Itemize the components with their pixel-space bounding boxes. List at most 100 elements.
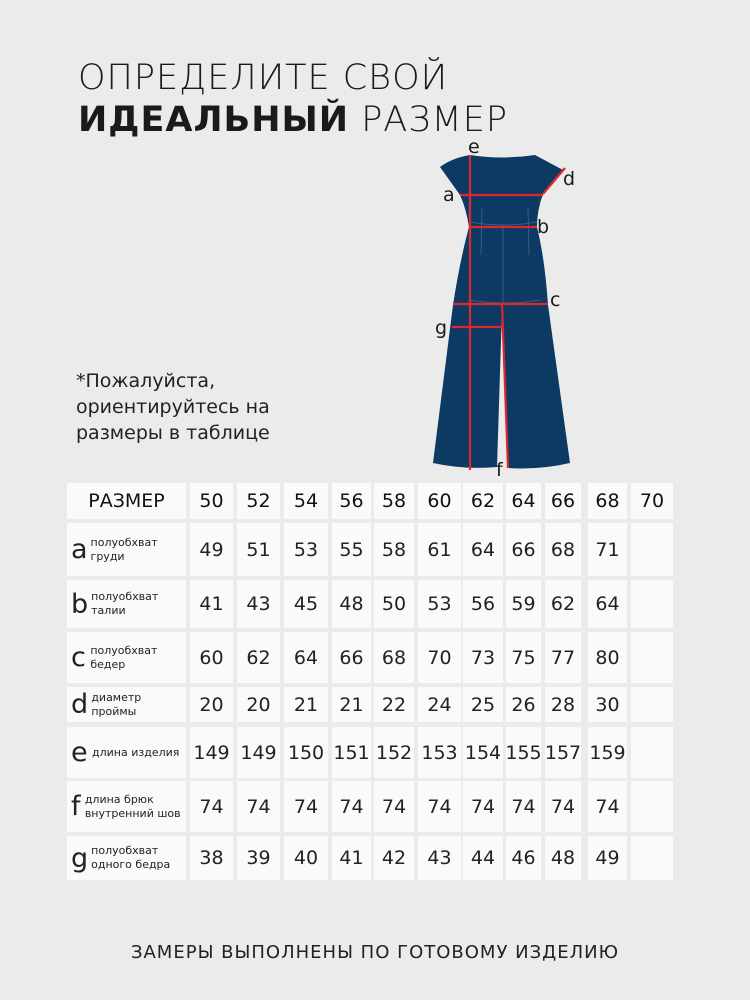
title-rest: РАЗМЕР	[361, 100, 508, 140]
measure-description: полуобхват одного бедра	[91, 844, 171, 871]
table-cell: 49	[588, 836, 627, 880]
table-cell: 64	[588, 580, 627, 628]
table-cell: 64	[463, 523, 503, 576]
table-cell: 20	[190, 687, 233, 722]
table-cell: 61	[418, 523, 461, 576]
measure-letter: d	[71, 689, 89, 720]
table-cell: 24	[418, 687, 461, 722]
table-cell: 62	[237, 632, 280, 683]
table-cell: 56	[463, 580, 503, 628]
measure-description: полуобхват бедер	[90, 643, 158, 671]
header-size: 52	[237, 483, 280, 519]
table-cell: 74	[190, 781, 233, 832]
table-cell: 30	[588, 687, 627, 722]
table-cell: 43	[237, 580, 280, 628]
table-cell: 41	[190, 580, 233, 628]
table-cell: 53	[418, 580, 461, 628]
table-cell: 60	[190, 632, 233, 683]
seam-lines	[469, 207, 541, 305]
row-label-e: e длина изделия	[67, 727, 186, 778]
table-cell: 70	[418, 632, 461, 683]
title-line-2: ИДЕАЛЬНЫЙ РАЗМЕР	[78, 100, 508, 140]
table-cell: 75	[506, 632, 541, 683]
label-b: b	[537, 216, 549, 238]
table-cell: 155	[505, 727, 542, 778]
table-cell	[631, 781, 673, 832]
measure-f	[500, 303, 510, 469]
table-cell: 58	[374, 523, 414, 576]
table-cell: 50	[374, 580, 414, 628]
row-label-d: d диаметр проймы	[67, 687, 186, 722]
table-cell	[631, 580, 673, 628]
header-size: 54	[284, 483, 328, 519]
table-cell: 51	[237, 523, 280, 576]
table-cell: 66	[506, 523, 541, 576]
table-cell: 74	[588, 781, 627, 832]
table-cell	[631, 836, 673, 880]
title-line-1: ОПРЕДЕЛИТЕ СВОЙ	[78, 58, 449, 98]
table-cell: 74	[374, 781, 414, 832]
table-cell: 154	[463, 727, 503, 778]
measure-letter: b	[71, 588, 89, 620]
table-cell: 80	[588, 632, 627, 683]
table-cell: 41	[332, 836, 371, 880]
title-bold: ИДЕАЛЬНЫЙ	[78, 100, 350, 140]
table-cell: 39	[237, 836, 280, 880]
table-cell: 150	[284, 727, 328, 778]
table-cell	[631, 632, 673, 683]
table-cell: 21	[332, 687, 371, 722]
table-cell: 73	[463, 632, 503, 683]
table-cell: 48	[545, 836, 581, 880]
row-label-c: c полуобхват бедер	[67, 632, 186, 683]
table-cell: 74	[332, 781, 371, 832]
table-cell: 43	[418, 836, 461, 880]
table-cell: 44	[463, 836, 503, 880]
table-cell: 74	[284, 781, 328, 832]
table-cell: 151	[332, 727, 371, 778]
table-cell: 25	[463, 687, 503, 722]
table-cell: 20	[237, 687, 280, 722]
measure-description: диаметр проймы	[91, 690, 142, 718]
table-cell: 74	[237, 781, 280, 832]
label-d: d	[563, 168, 575, 190]
table-cell	[631, 727, 673, 778]
footer-note: ЗАМЕРЫ ВЫПОЛНЕНЫ ПО ГОТОВОМУ ИЗДЕЛИЮ	[130, 942, 620, 963]
table-cell: 149	[237, 727, 280, 778]
table-cell: 149	[190, 727, 233, 778]
row-label-f: f длина брюк внутренний шов	[67, 781, 186, 832]
row-label-g: g полуобхват одного бедра	[67, 836, 186, 880]
measure-letter: g	[71, 842, 89, 874]
measure-letter: c	[71, 642, 86, 673]
measure-description: длина брюк внутренний шов	[84, 792, 181, 820]
header-size-label: РАЗМЕР	[67, 483, 186, 519]
measure-description: длина изделия	[92, 745, 180, 759]
table-cell: 48	[332, 580, 371, 628]
table-cell: 66	[332, 632, 371, 683]
label-e: e	[468, 136, 480, 158]
label-c: c	[550, 289, 560, 311]
table-cell: 159	[588, 727, 627, 778]
header-size: 62	[463, 483, 503, 519]
label-g: g	[435, 317, 447, 339]
table-cell: 74	[545, 781, 581, 832]
measure-description: полуобхват талии	[91, 590, 159, 617]
header-size: 60	[418, 483, 461, 519]
measure-letter: a	[71, 534, 88, 565]
table-cell: 68	[545, 523, 581, 576]
header-size: 68	[588, 483, 627, 519]
label-a: a	[443, 184, 455, 206]
table-cell: 68	[374, 632, 414, 683]
table-cell: 42	[374, 836, 414, 880]
header-size: 56	[332, 483, 371, 519]
table-cell: 46	[506, 836, 541, 880]
measure-letter: e	[71, 737, 88, 768]
table-cell: 64	[284, 632, 328, 683]
table-cell: 55	[332, 523, 371, 576]
table-cell: 40	[284, 836, 328, 880]
header-size: 58	[374, 483, 414, 519]
row-label-b: b полуобхват талии	[67, 580, 186, 628]
table-cell: 59	[506, 580, 541, 628]
measure-letter: f	[71, 791, 81, 822]
table-cell: 157	[545, 727, 581, 778]
